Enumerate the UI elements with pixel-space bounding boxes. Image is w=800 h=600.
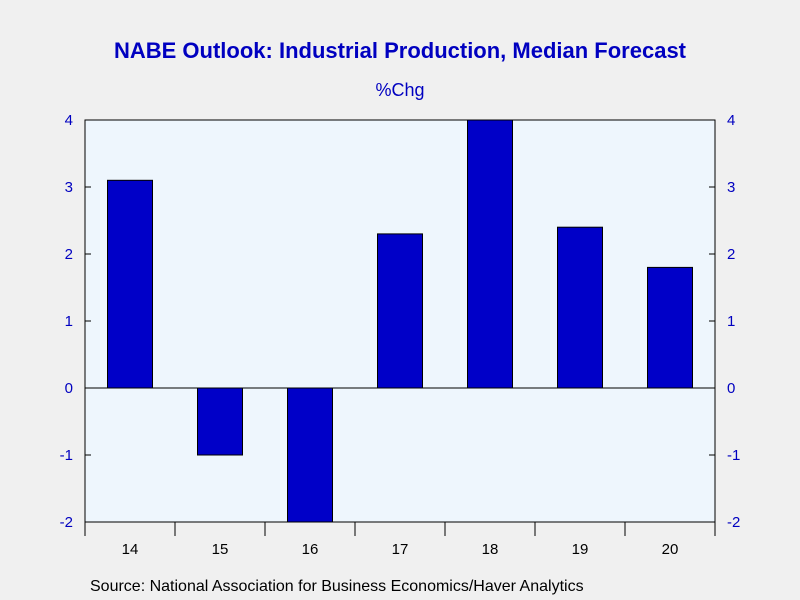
chart-subtitle: %Chg xyxy=(375,80,425,100)
y-tick-label-left: -1 xyxy=(60,447,73,464)
x-tick-label: 18 xyxy=(482,541,499,558)
y-tick-label-right: -2 xyxy=(727,514,740,531)
y-tick-label-left: -2 xyxy=(60,514,73,531)
y-tick-label-left: 0 xyxy=(65,380,73,397)
y-tick-label-right: 3 xyxy=(727,179,735,196)
bar xyxy=(287,387,333,523)
y-tick-label-right: 0 xyxy=(727,380,735,397)
source-note: Source: National Association for Busines… xyxy=(90,578,584,595)
y-tick-label-left: 4 xyxy=(65,112,73,129)
bar xyxy=(557,226,603,389)
y-tick-label-right: 1 xyxy=(727,313,735,330)
x-tick-label: 14 xyxy=(122,541,139,558)
y-tick-label-right: 2 xyxy=(727,246,735,263)
x-tick-label: 20 xyxy=(662,541,679,558)
bar xyxy=(377,233,423,389)
x-tick-label: 16 xyxy=(302,541,319,558)
x-tick-label: 15 xyxy=(212,541,229,558)
x-tick-label: 19 xyxy=(572,541,589,558)
bar xyxy=(467,119,513,389)
y-tick-label-left: 2 xyxy=(65,246,73,263)
y-tick-label-right: 4 xyxy=(727,112,735,129)
chart-title: NABE Outlook: Industrial Production, Med… xyxy=(113,38,687,63)
y-tick-label-left: 3 xyxy=(65,179,73,196)
x-tick-label: 17 xyxy=(392,541,409,558)
bar xyxy=(197,387,243,456)
bar xyxy=(107,179,153,389)
bar xyxy=(647,266,693,389)
y-tick-label-right: -1 xyxy=(727,447,740,464)
y-tick-label-left: 1 xyxy=(65,313,73,330)
